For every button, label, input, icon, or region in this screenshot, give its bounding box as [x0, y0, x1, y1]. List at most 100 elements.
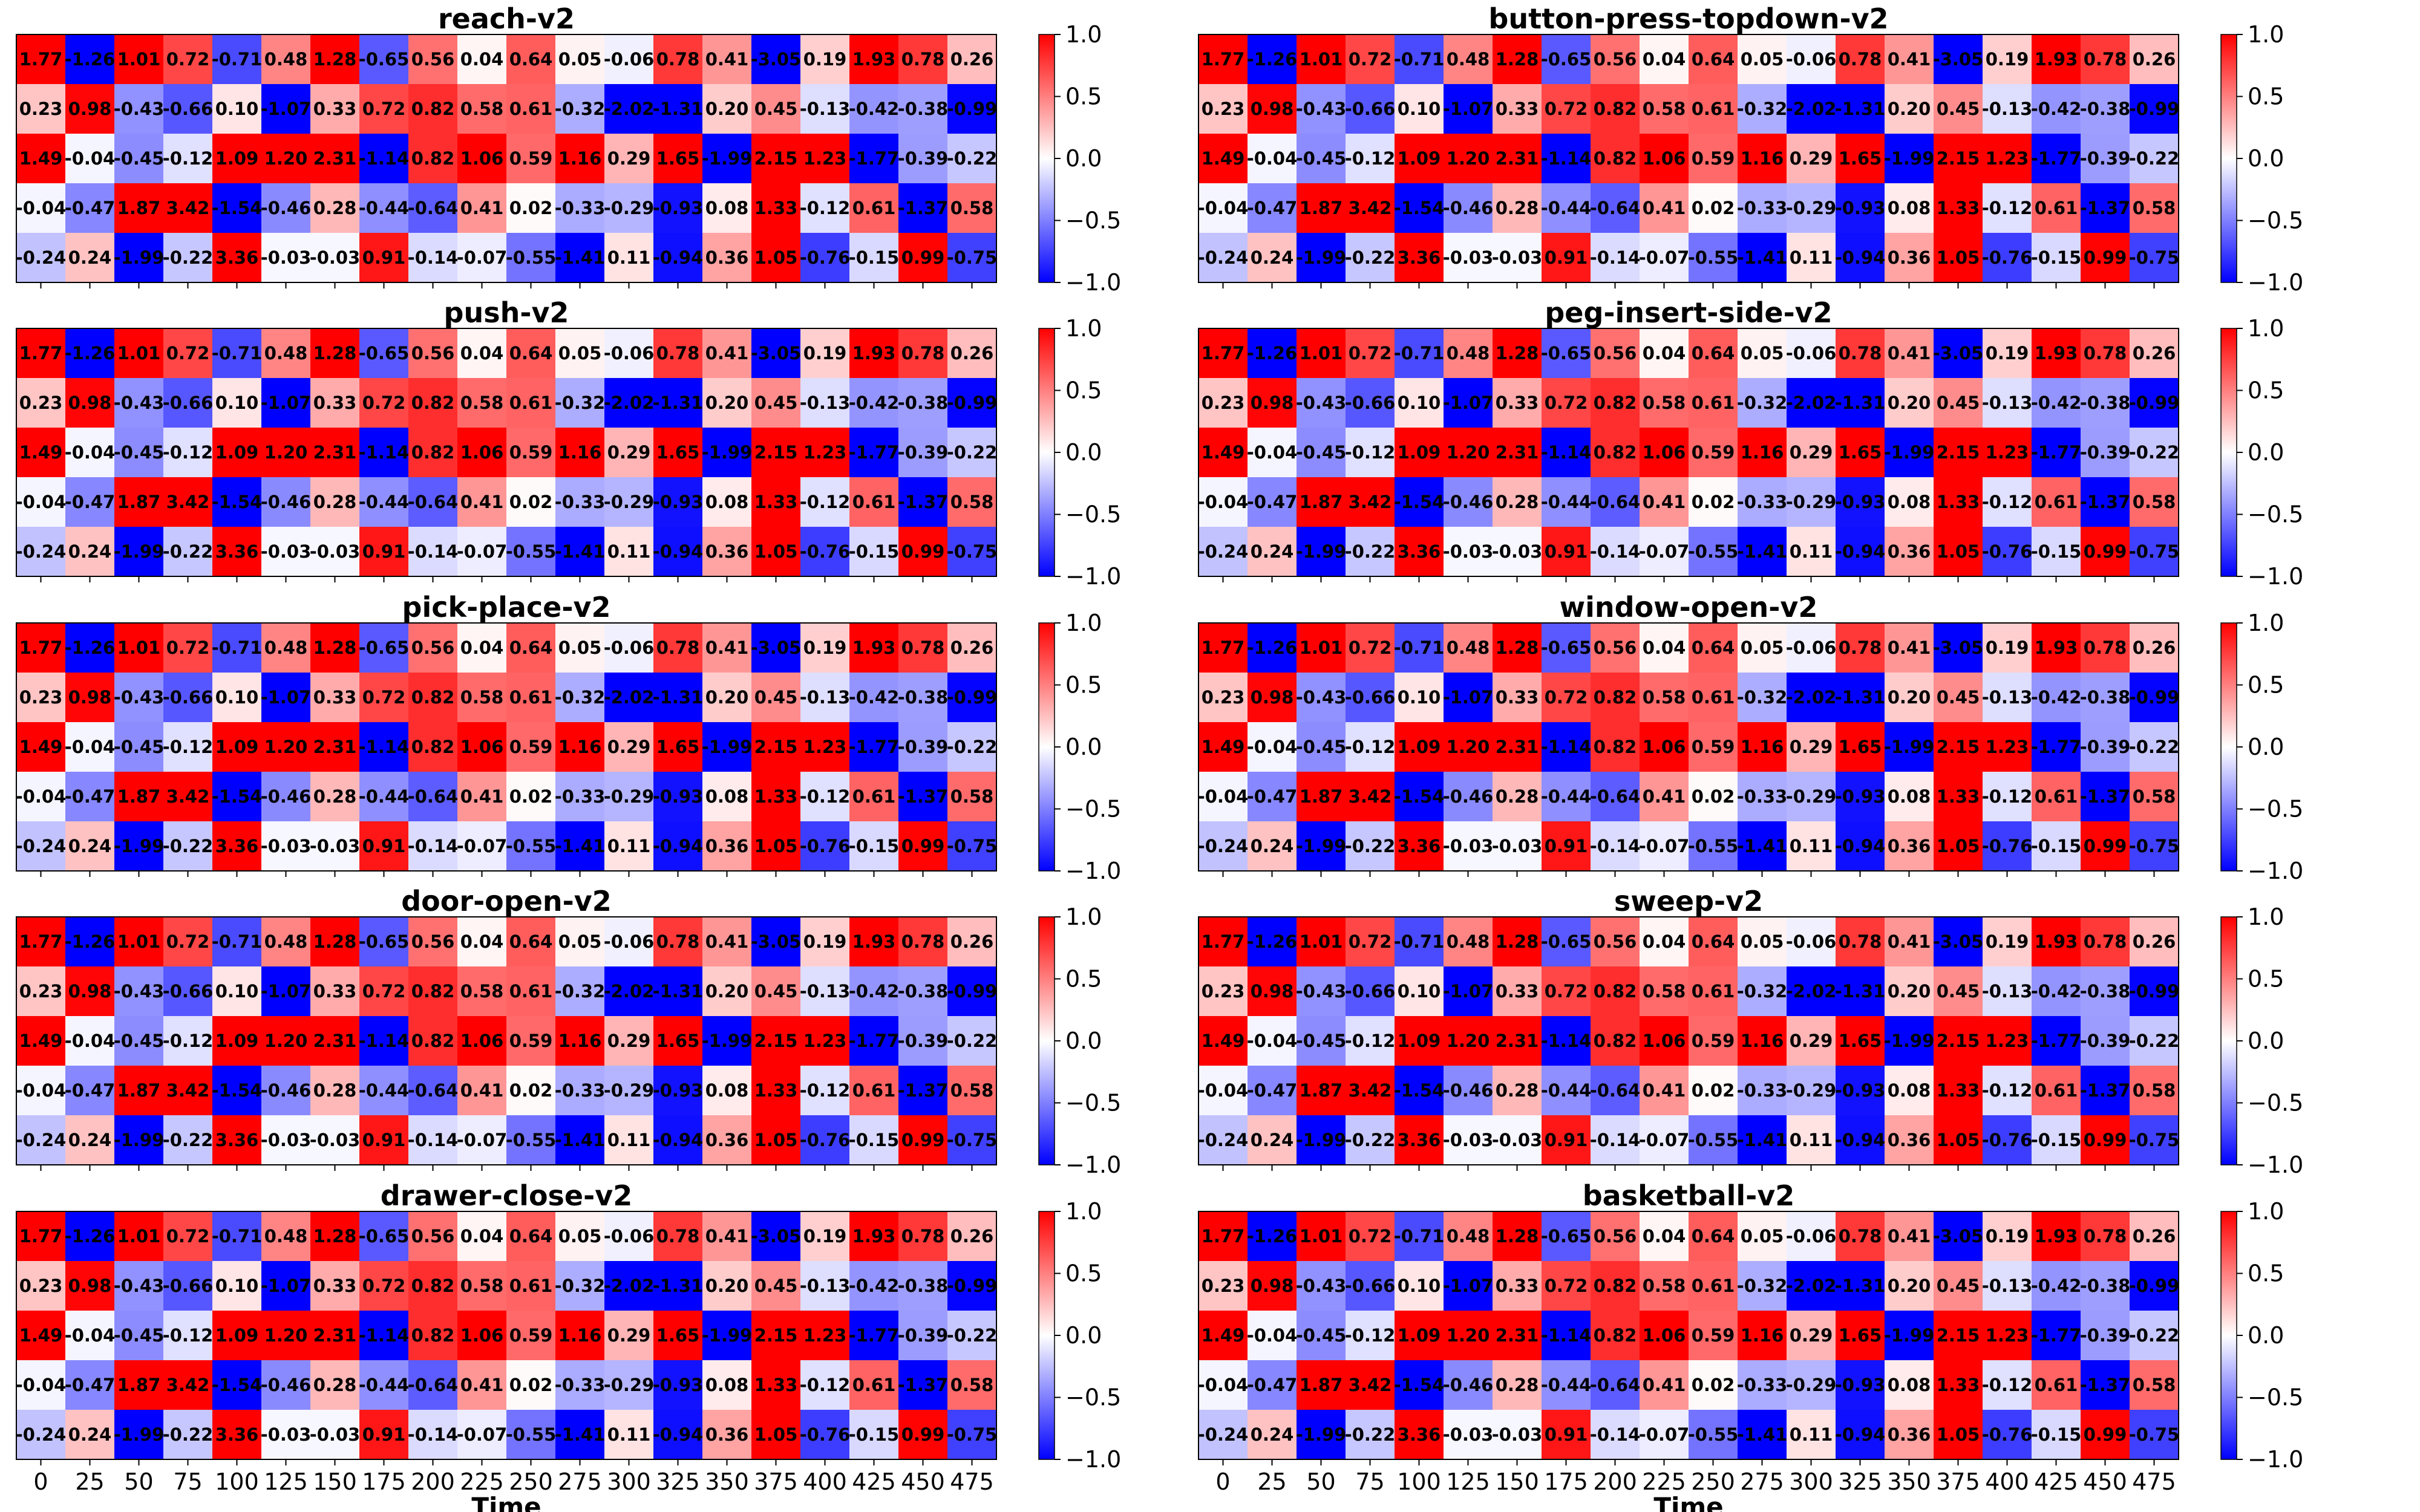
heatmap-cell [1640, 722, 1689, 772]
cell-value-label: 1.20 [1447, 148, 1490, 169]
heatmap-cell [800, 328, 850, 379]
heatmap-cell [2130, 84, 2179, 134]
heatmap-cell [408, 1115, 458, 1165]
heatmap-cell [1199, 772, 1248, 822]
heatmap-cell [16, 328, 66, 379]
heatmap-cell [898, 722, 948, 772]
cell-value-label: -0.43 [114, 1276, 165, 1296]
cell-value-label: 0.10 [215, 687, 259, 708]
heatmap-cell [1444, 623, 1493, 673]
cell-value-label: 1.28 [1496, 637, 1539, 658]
heatmap-cell [457, 1066, 507, 1116]
cell-value-label: -0.71 [212, 637, 263, 658]
cell-value-label: -0.04 [1247, 148, 1298, 169]
heatmap-cell [506, 328, 556, 379]
heatmap-cell [555, 428, 605, 478]
cell-value-label: -0.03 [1492, 1424, 1543, 1445]
heatmap-panel: button-press-topdown-v21.77 -1.26 1.01 0.72… [1198, 2, 2304, 296]
cell-value-label: 0.45 [754, 1276, 798, 1296]
cell-value-label: -0.38 [898, 393, 949, 413]
cell-value-label: -0.04 [65, 1325, 116, 1346]
cell-value-label: 0.33 [313, 393, 357, 413]
heatmap-cell [800, 34, 850, 85]
heatmap-cell [1689, 821, 1738, 872]
cell-value-label: 0.72 [166, 343, 210, 363]
cell-value-label: 2.15 [1937, 1031, 1980, 1051]
cell-value-label: -0.22 [947, 737, 998, 757]
cell-value-label: 2.15 [1937, 737, 1980, 757]
heatmap-cell [359, 623, 409, 673]
heatmap-cell [751, 1115, 801, 1165]
heatmap-cell [751, 134, 801, 184]
heatmap-cell [1591, 623, 1640, 673]
heatmap-cell [1444, 917, 1493, 967]
cell-value-label: 0.23 [1202, 1276, 1245, 1296]
x-tick-label: 0 [33, 1468, 48, 1495]
x-tick-label: 0 [1215, 1468, 1230, 1495]
cell-value-label: -0.24 [1198, 247, 1249, 268]
cell-value-label: 0.11 [607, 541, 651, 562]
cell-value-label: -0.38 [2080, 687, 2131, 708]
heatmap-cell [1542, 623, 1591, 673]
heatmap-cell [114, 623, 164, 673]
cell-value-label: 0.48 [264, 49, 308, 70]
x-tick-label: 300 [1789, 1468, 1833, 1495]
cell-value-label: 0.24 [1251, 1424, 1294, 1445]
cell-value-label: 0.05 [1741, 1226, 1784, 1246]
colorbar [1038, 622, 1055, 872]
cell-value-label: 1.93 [2035, 637, 2078, 658]
heatmap-cell [310, 428, 360, 478]
heatmap-cell [114, 233, 164, 283]
cell-value-label: 0.02 [509, 198, 553, 218]
cell-value-label: -0.75 [2129, 1130, 2180, 1150]
cell-value-label: 0.24 [68, 247, 112, 268]
cell-value-label: -0.04 [16, 198, 67, 218]
cell-value-label: -1.54 [212, 1375, 263, 1395]
heatmap-cell [1885, 378, 1934, 428]
cell-value-label: -0.71 [212, 1226, 263, 1246]
cell-value-label: 3.42 [1349, 1375, 1392, 1395]
colorbar [1038, 916, 1055, 1165]
cell-value-label: -0.14 [1590, 247, 1641, 268]
cell-value-label: 0.41 [705, 1226, 749, 1246]
cell-value-label: -0.32 [555, 981, 606, 1002]
cell-value-label: 1.16 [1741, 737, 1784, 757]
heatmap-panel: basketball-v21.77 -1.26 1.01 0.72 -0.71 0.48 1… [1198, 1179, 2304, 1512]
cell-value-label: -0.32 [1737, 981, 1788, 1002]
cell-value-label: 0.29 [1790, 1325, 1833, 1346]
heatmap-cell [114, 673, 164, 723]
cell-value-label: -0.71 [212, 931, 263, 952]
cell-value-label: -0.29 [604, 1080, 655, 1101]
cell-value-label: 0.19 [803, 931, 847, 952]
x-axis-label: Time [1653, 1492, 1723, 1512]
heatmap-cell [898, 821, 948, 872]
heatmap-cell [212, 917, 262, 967]
heatmap-cell [555, 1115, 605, 1165]
heatmap-cell [359, 1066, 409, 1116]
colorbar-tick-label: 0.5 [1065, 672, 1102, 699]
heatmap-cell [457, 966, 507, 1017]
cell-value-label: -1.31 [653, 981, 704, 1002]
cell-value-label: 0.33 [1496, 981, 1539, 1002]
x-tick-label: 225 [460, 1468, 504, 1495]
cell-value-label: -0.93 [653, 1375, 704, 1395]
cell-value-label: 0.10 [1398, 99, 1441, 119]
cell-value-label: 0.99 [901, 1130, 945, 1150]
cell-value-label: -0.45 [1296, 737, 1347, 757]
cell-value-label: -0.24 [16, 836, 67, 856]
heatmap-cell [555, 378, 605, 428]
cell-value-label: -0.76 [800, 1424, 851, 1445]
cell-value-label: 1.87 [1300, 492, 1343, 512]
heatmap-cell [212, 673, 262, 723]
cell-value-label: 0.91 [1545, 1424, 1588, 1445]
cell-value-label: 1.33 [754, 198, 798, 218]
heatmap-cell [2130, 722, 2179, 772]
cell-value-label: -1.07 [1443, 393, 1494, 413]
cell-value-label: 1.87 [117, 198, 161, 218]
cell-value-label: 0.82 [411, 99, 455, 119]
x-tick-label: 250 [1691, 1468, 1735, 1495]
cell-value-label: -1.31 [653, 687, 704, 708]
cell-value-label: 0.19 [803, 49, 847, 70]
cell-value-label: 1.65 [656, 1031, 700, 1051]
